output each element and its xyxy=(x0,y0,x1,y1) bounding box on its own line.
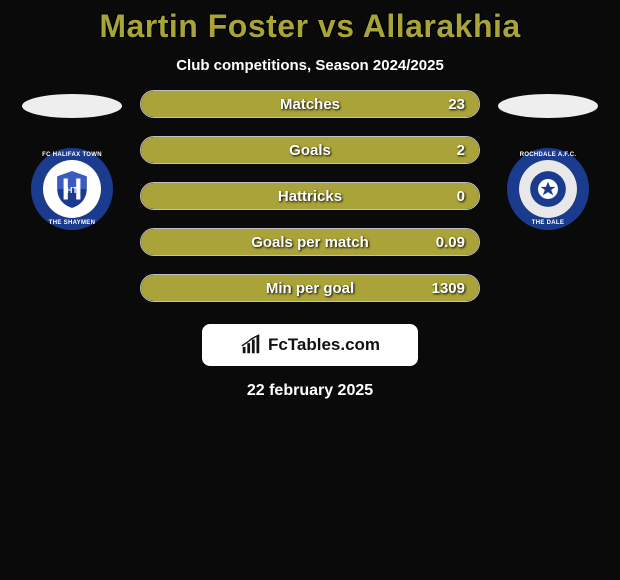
stat-bar: Min per goal1309 xyxy=(140,274,480,302)
right-player-column: ROCHDALE A.F.C. THE DALE xyxy=(498,94,598,230)
stat-bar-label: Goals xyxy=(141,142,479,159)
left-player-photo-placeholder xyxy=(22,94,122,118)
shield-icon: HT xyxy=(51,168,93,210)
right-crest-inner xyxy=(519,160,577,218)
stat-bar-label: Matches xyxy=(141,96,479,113)
left-crest-top-text: FC HALIFAX TOWN xyxy=(31,152,113,158)
stat-bar-label: Goals per match xyxy=(141,234,479,251)
left-player-column: FC HALIFAX TOWN HT THE SHAYMEN xyxy=(22,94,122,230)
page-title: Martin Foster vs Allarakhia xyxy=(99,8,520,45)
stat-bar: Matches23 xyxy=(140,90,480,118)
stat-bar-value: 0 xyxy=(457,188,465,205)
left-club-crest: FC HALIFAX TOWN HT THE SHAYMEN xyxy=(31,148,113,230)
left-crest-inner: HT xyxy=(43,160,101,218)
stat-bar-label: Hattricks xyxy=(141,188,479,205)
stat-bars: Matches23 Goals2 Hattricks0 Goals per match… xyxy=(140,90,480,302)
stat-bar: Goals2 xyxy=(140,136,480,164)
stat-bar-value: 1309 xyxy=(432,280,465,297)
date-text: 22 february 2025 xyxy=(247,382,373,400)
stat-bar: Goals per match0.09 xyxy=(140,228,480,256)
shield-icon xyxy=(527,168,569,210)
stat-bar-value: 23 xyxy=(448,96,465,113)
source-badge: FcTables.com xyxy=(202,324,418,366)
stat-bar-label: Min per goal xyxy=(141,280,479,297)
right-player-photo-placeholder xyxy=(498,94,598,118)
right-crest-top-text: ROCHDALE A.F.C. xyxy=(507,152,589,158)
right-club-crest: ROCHDALE A.F.C. THE DALE xyxy=(507,148,589,230)
comparison-row: FC HALIFAX TOWN HT THE SHAYMEN Matches23… xyxy=(0,94,620,302)
stat-bar-value: 2 xyxy=(457,142,465,159)
source-badge-text: FcTables.com xyxy=(268,335,380,355)
svg-text:HT: HT xyxy=(66,185,78,195)
right-crest-bottom-text: THE DALE xyxy=(507,220,589,226)
subtitle: Club competitions, Season 2024/2025 xyxy=(176,57,444,74)
stat-bar-value: 0.09 xyxy=(436,234,465,251)
stat-bar: Hattricks0 xyxy=(140,182,480,210)
bar-chart-icon xyxy=(240,334,262,356)
left-crest-bottom-text: THE SHAYMEN xyxy=(31,220,113,226)
